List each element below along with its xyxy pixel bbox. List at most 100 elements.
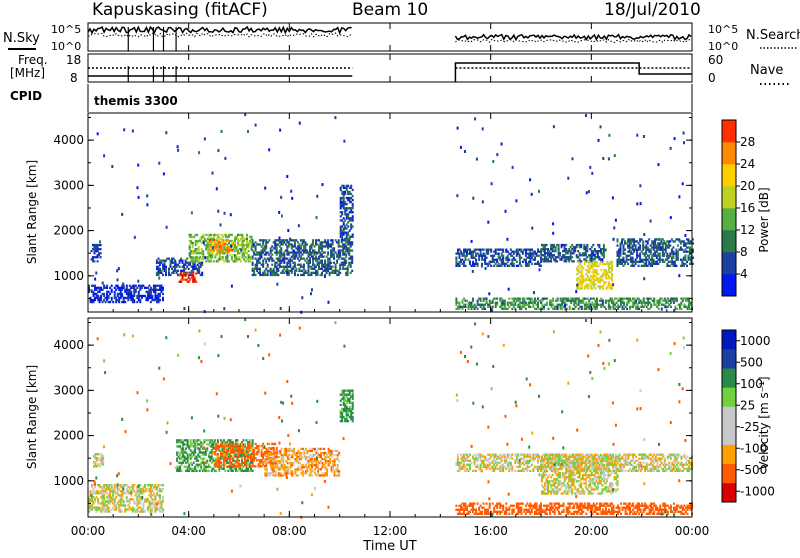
power-cell (299, 122, 301, 125)
power-cell (265, 245, 267, 247)
velocity-cell (243, 445, 245, 447)
power-cell (482, 200, 484, 203)
power-cell (523, 306, 525, 308)
power-cell (672, 257, 674, 259)
velocity-cell (300, 456, 302, 458)
power-cell (477, 263, 479, 265)
power-cell (585, 308, 587, 310)
velocity-cell (291, 472, 293, 474)
velocity-cell (323, 454, 325, 456)
power-cell (459, 255, 461, 257)
velocity-cell (184, 456, 186, 458)
power-cell (350, 197, 352, 199)
velocity-cell (179, 468, 181, 470)
velocity-cell (127, 490, 129, 492)
power-cell (632, 263, 634, 265)
power-cell (94, 299, 96, 301)
velocity-cell (322, 472, 324, 474)
power-cell (641, 304, 643, 306)
power-cell (544, 250, 546, 252)
velocity-cell (300, 468, 302, 470)
power-cell (277, 274, 279, 276)
velocity-cell (124, 506, 126, 508)
power-cell (507, 304, 509, 306)
power-cell (683, 132, 685, 135)
velocity-cell (159, 494, 161, 496)
velocity-cell (111, 508, 113, 510)
power-cell (539, 263, 541, 265)
power-cell (577, 256, 579, 258)
power-cell (161, 262, 163, 264)
power-cell (300, 245, 302, 247)
power-cell (597, 273, 599, 275)
power-cell (316, 195, 318, 198)
power-cell (602, 279, 604, 281)
power-cell (569, 306, 571, 308)
power-cell (223, 307, 225, 310)
power-cell (502, 259, 504, 261)
power-cell (267, 266, 269, 268)
power-cell (496, 304, 498, 306)
power-cell (510, 249, 512, 251)
power-cell (623, 259, 625, 261)
power-cell (684, 249, 686, 251)
power-cell (135, 285, 137, 287)
power-cell (324, 260, 326, 262)
power-cell (654, 253, 656, 255)
power-cell (246, 236, 248, 238)
velocity-cell (190, 462, 192, 464)
velocity-cell (262, 457, 264, 459)
power-cell (655, 304, 657, 306)
power-cell (531, 257, 533, 259)
velocity-cell (246, 453, 248, 455)
power-cell (350, 185, 352, 187)
velocity-cell (266, 462, 268, 464)
power-cell (236, 254, 238, 256)
power-cell (507, 261, 509, 263)
power-cell (211, 254, 213, 256)
power-cell (228, 260, 230, 262)
velocity-cell (150, 492, 152, 494)
velocity-cell (279, 468, 281, 470)
power-cell (629, 255, 631, 257)
power-cell (333, 249, 335, 251)
power-cell (558, 246, 560, 248)
power-cell (286, 264, 288, 266)
power-cell (584, 263, 586, 265)
power-cell (647, 265, 649, 267)
velocity-cell (287, 466, 289, 468)
velocity-cell (151, 506, 153, 508)
velocity-cell (187, 462, 189, 464)
power-cell (513, 257, 515, 259)
power-cell (256, 266, 258, 268)
power-cell (102, 301, 104, 303)
power-cell (268, 260, 270, 262)
power-cell (586, 191, 588, 194)
power-cell (294, 241, 296, 243)
power-cell (594, 287, 596, 289)
power-cell (588, 300, 590, 302)
velocity-cell (191, 456, 193, 458)
power-cell (507, 308, 509, 310)
power-cell (587, 287, 589, 289)
velocity-cell (187, 458, 189, 460)
power-cell (555, 246, 557, 248)
velocity-cell (270, 454, 272, 456)
velocity-cell (156, 492, 158, 494)
velocity-cell (199, 456, 201, 458)
power-cell (210, 245, 212, 247)
power-cell (126, 285, 128, 287)
power-cell (602, 287, 604, 289)
power-cell (267, 274, 269, 276)
power-cell (283, 251, 285, 253)
power-cell (489, 304, 491, 306)
power-cell (280, 256, 282, 258)
power-cell (594, 248, 596, 250)
power-cell (659, 255, 661, 257)
power-cell (188, 268, 190, 270)
power-cell (283, 253, 285, 255)
power-cell (171, 260, 173, 262)
power-cell (529, 251, 531, 253)
velocity-cell (211, 462, 213, 464)
